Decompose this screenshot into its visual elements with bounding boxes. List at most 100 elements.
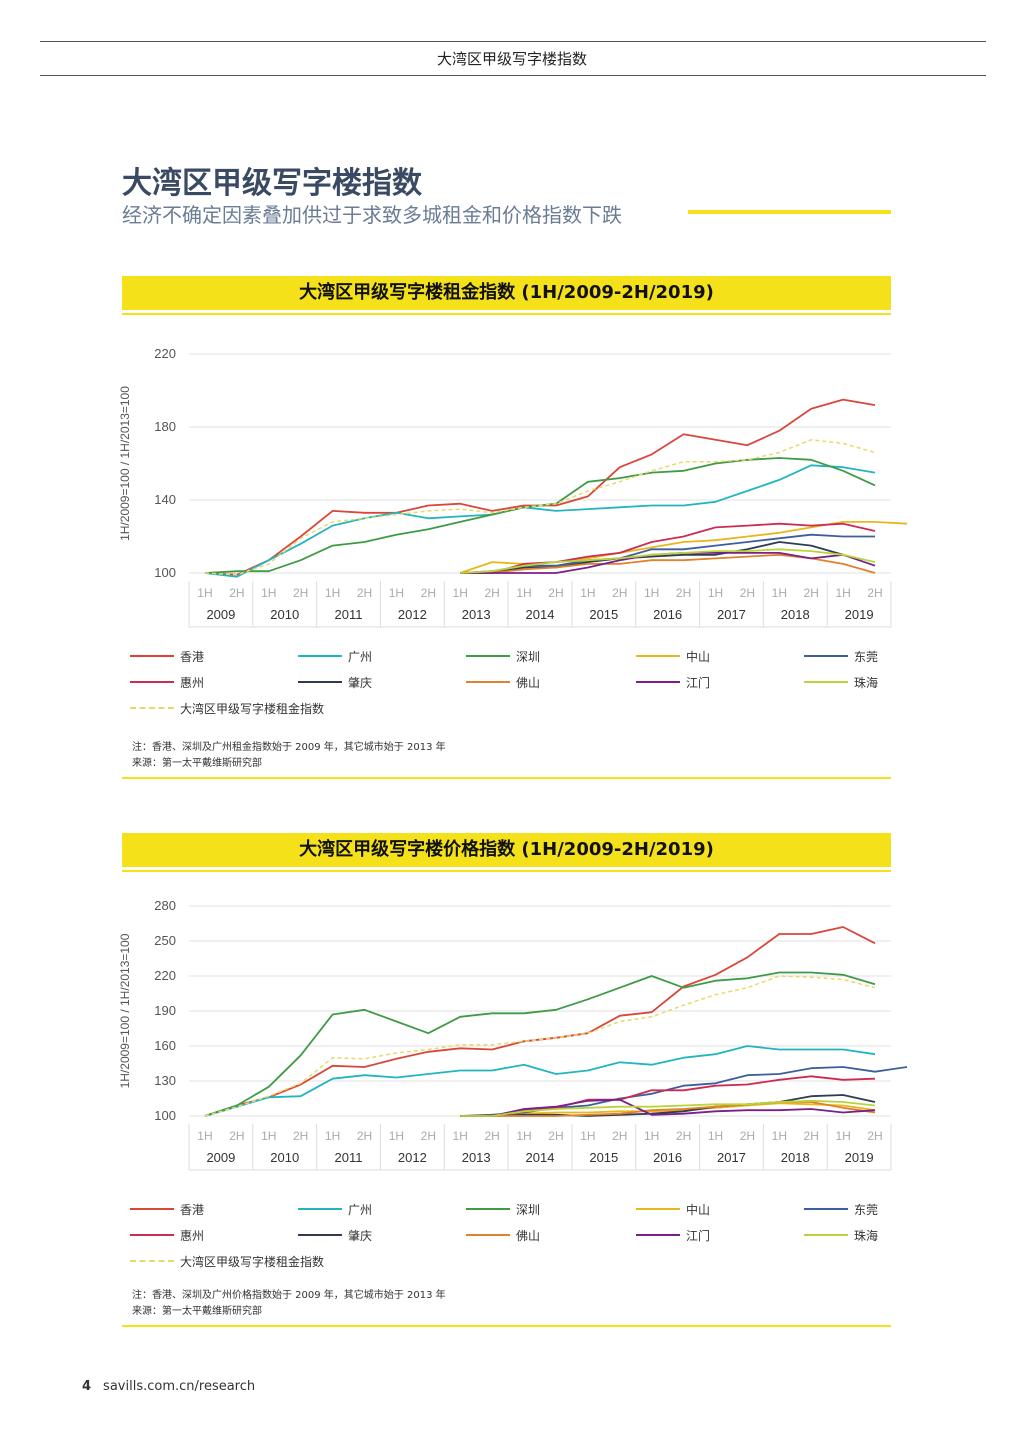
legend-item: 中山 — [636, 1201, 711, 1218]
legend-swatch — [298, 1234, 342, 1236]
page-number: 4 — [82, 1379, 92, 1394]
legend-item: 香港 — [130, 1201, 205, 1218]
legend-item: 深圳 — [466, 1201, 541, 1218]
legend-swatch — [298, 655, 342, 657]
legend-swatch — [804, 681, 848, 683]
x-half-label: 1H — [835, 1129, 850, 1143]
x-year-label: 2019 — [845, 1150, 874, 1165]
x-year-label: 2010 — [270, 1150, 299, 1165]
legend-item: 肇庆 — [298, 674, 373, 691]
x-half-label: 1H — [197, 1129, 212, 1143]
x-half-label: 2H — [612, 586, 627, 600]
y-tick-label: 100 — [154, 565, 176, 580]
legend-item: 中山 — [636, 648, 710, 665]
x-half-label: 2H — [293, 1129, 308, 1143]
x-year-label: 2016 — [653, 607, 682, 622]
page-subtitle: 经济不确定因素叠加供过于求致多城租金和价格指数下跌 — [122, 203, 622, 227]
x-year-label: 2018 — [781, 607, 810, 622]
y-tick-label: 220 — [154, 346, 176, 361]
series-line-惠州 — [460, 522, 876, 574]
x-half-label: 1H — [708, 586, 723, 600]
rent-source-text: 来源：第一太平戴维斯研究部 — [132, 758, 262, 769]
x-year-label: 2012 — [398, 607, 427, 622]
x-half-label: 1H — [389, 1129, 404, 1143]
y-tick-label: 180 — [154, 419, 176, 434]
series-line-香港 — [204, 926, 876, 1117]
x-half-label: 1H — [453, 1129, 468, 1143]
x-year-label: 2009 — [206, 607, 235, 622]
legend-swatch — [298, 681, 342, 683]
price-note-text: 注：香港、深圳及广州价格指数始于 2009 年，其它城市始于 2013 年 — [132, 1290, 446, 1301]
series-line-江门 — [460, 1098, 876, 1117]
x-half-label: 1H — [708, 1129, 723, 1143]
x-half-label: 2H — [867, 586, 882, 600]
legend-item: 大湾区甲级写字楼租金指数 — [130, 1253, 325, 1270]
x-half-label: 2H — [357, 586, 372, 600]
x-half-label: 1H — [772, 586, 787, 600]
legend-label: 中山 — [686, 1203, 711, 1217]
page-title: 大湾区甲级写字楼指数 — [122, 166, 422, 201]
legend-swatch — [466, 1208, 510, 1210]
x-year-label: 2016 — [653, 1150, 682, 1165]
legend-item: 珠海 — [804, 674, 878, 691]
x-half-label: 1H — [325, 1129, 340, 1143]
legend-label: 肇庆 — [348, 1229, 373, 1243]
x-half-label: 1H — [580, 1129, 595, 1143]
x-half-label: 2H — [548, 1129, 563, 1143]
x-half-label: 2H — [612, 1129, 627, 1143]
series-line-香港 — [204, 398, 876, 576]
x-year-label: 2015 — [589, 607, 618, 622]
rent-note-text: 注：香港、深圳及广州租金指数始于 2009 年，其它城市始于 2013 年 — [132, 742, 446, 753]
x-year-label: 2017 — [717, 607, 746, 622]
legend-item: 广州 — [298, 1201, 373, 1218]
series-line-肇庆 — [460, 541, 844, 574]
price-chart-note: 注：香港、深圳及广州价格指数始于 2009 年，其它城市始于 2013 年 来源… — [132, 1288, 446, 1320]
x-half-label: 1H — [197, 586, 212, 600]
x-year-label: 2012 — [398, 1150, 427, 1165]
legend-label: 香港 — [180, 1203, 205, 1217]
x-half-label: 2H — [229, 1129, 244, 1143]
x-half-label: 2H — [867, 1129, 882, 1143]
legend-item: 佛山 — [466, 1227, 540, 1244]
legend-label: 深圳 — [516, 1203, 541, 1217]
legend-item: 东莞 — [804, 648, 878, 665]
rent-chart-note: 注：香港、深圳及广州租金指数始于 2009 年，其它城市始于 2013 年 来源… — [132, 740, 446, 772]
y-tick-label: 220 — [154, 968, 176, 983]
legend-label: 大湾区甲级写字楼租金指数 — [180, 1255, 325, 1269]
footer-url[interactable]: savills.com.cn/research — [103, 1379, 256, 1394]
x-half-label: 2H — [357, 1129, 372, 1143]
rent-chart-title-underline — [122, 313, 891, 315]
page-footer: 4 savills.com.cn/research — [82, 1379, 255, 1394]
x-half-label: 1H — [516, 586, 531, 600]
x-half-label: 1H — [644, 586, 659, 600]
rent-index-chart: 100 140 180 220 1H/2009=100 / 1H/2013=100 1H 2… — [118, 346, 908, 628]
legend-swatch — [804, 655, 848, 657]
legend-item: 珠海 — [804, 1227, 878, 1244]
series-line-惠州 — [460, 1075, 876, 1117]
legend-item: 江门 — [636, 1227, 710, 1244]
x-half-label: 2H — [676, 1129, 691, 1143]
legend-swatch — [466, 655, 510, 657]
y-tick-label: 280 — [154, 898, 176, 913]
legend-label: 广州 — [348, 1203, 373, 1217]
y-tick-label: 100 — [154, 1108, 176, 1123]
legend-swatch — [804, 1234, 848, 1236]
series-line-佛山 — [460, 1101, 876, 1117]
legend-swatch — [804, 1208, 848, 1210]
price-chart-title: 大湾区甲级写字楼价格指数 (1H/2009-2H/2019) — [122, 833, 891, 867]
x-year-label: 2014 — [526, 607, 555, 622]
y-tick-label: 250 — [154, 933, 176, 948]
series-line-珠海 — [460, 548, 876, 574]
y-tick-label: 190 — [154, 1003, 176, 1018]
x-half-label: 2H — [421, 1129, 436, 1143]
legend-label: 东莞 — [854, 1203, 879, 1217]
series-line-肇庆 — [460, 1094, 876, 1117]
x-year-label: 2011 — [335, 607, 363, 622]
legend-item: 江门 — [636, 674, 710, 691]
legend-label: 肇庆 — [348, 676, 373, 690]
x-half-label: 1H — [261, 586, 276, 600]
legend-item: 佛山 — [466, 674, 540, 691]
legend-item: 深圳 — [466, 648, 540, 665]
legend-swatch — [130, 655, 174, 657]
x-half-label: 1H — [516, 1129, 531, 1143]
